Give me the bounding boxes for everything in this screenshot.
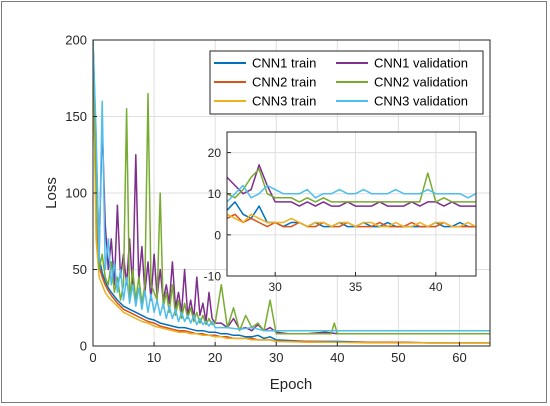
main-series-cnn1-train <box>93 40 490 344</box>
inset-series-cnn3-validation <box>227 184 476 203</box>
inset-y-tick-label: 10 <box>208 187 222 201</box>
inset-ticks: 30 35 40 -10 0 10 20 <box>204 146 443 294</box>
y-axis-label: Loss <box>43 177 60 209</box>
main-x-tick-label: 0 <box>89 350 96 365</box>
main-series-cnn3-train <box>93 40 490 344</box>
inset-x-tick-label: 40 <box>429 280 443 294</box>
main-series-lines <box>93 40 490 344</box>
main-y-tick-label: 50 <box>73 262 87 277</box>
legend: CNN1 train CNN1 validation CNN2 train CNN2 … <box>209 50 484 115</box>
main-y-tick-label: 200 <box>65 33 87 48</box>
legend-label-cnn3-train: CNN3 train <box>252 94 316 109</box>
legend-label-cnn2-train: CNN2 train <box>252 75 316 90</box>
inset-x-tick-label: 35 <box>349 280 363 294</box>
main-series-cnn3-validation <box>93 40 490 332</box>
legend-label-cnn2-validation: CNN2 validation <box>374 75 468 90</box>
inset-series-cnn2-validation <box>227 168 476 203</box>
main-x-tick-label: 10 <box>147 350 161 365</box>
main-x-tick-label: 20 <box>208 350 222 365</box>
legend-label-cnn3-validation: CNN3 validation <box>374 94 468 109</box>
inset-x-tick-label: 30 <box>269 280 283 294</box>
inset-series-cnn3-train <box>227 213 476 228</box>
inset-axes-box <box>226 131 477 277</box>
legend-label-cnn1-train: CNN1 train <box>252 56 316 71</box>
main-series-cnn1-validation <box>93 40 490 335</box>
legend-label-cnn1-validation: CNN1 validation <box>374 56 468 71</box>
main-x-tick-label: 60 <box>452 350 466 365</box>
main-x-tick-label: 30 <box>269 350 283 365</box>
main-x-tick-label: 40 <box>330 350 344 365</box>
inset-y-tick-label: 0 <box>214 228 221 242</box>
main-x-tick-label: 50 <box>391 350 405 365</box>
main-y-tick-label: 0 <box>80 339 87 354</box>
main-y-tick-label: 150 <box>65 109 87 124</box>
x-axis-label: Epoch <box>270 376 313 393</box>
inset-y-tick-label: 20 <box>208 146 222 160</box>
main-y-tick-label: 100 <box>65 186 87 201</box>
inset-series-lines <box>227 164 476 228</box>
inset-series-cnn1-validation <box>227 164 476 207</box>
inset-y-tick-label: -10 <box>204 270 222 284</box>
